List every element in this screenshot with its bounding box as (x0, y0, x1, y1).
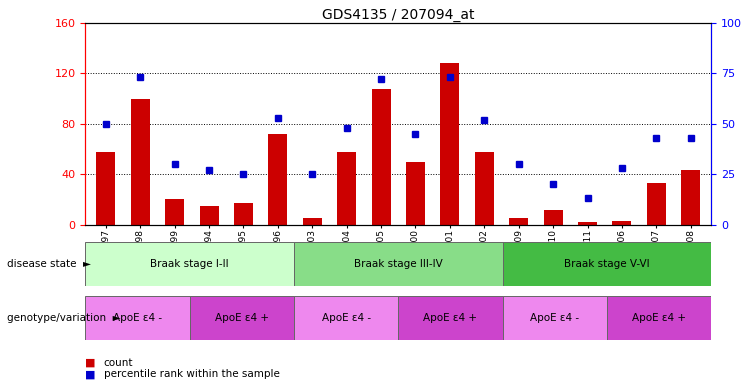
Text: Braak stage V-VI: Braak stage V-VI (564, 259, 650, 269)
Bar (647, 183, 665, 225)
Text: genotype/variation  ►: genotype/variation ► (7, 313, 121, 323)
Text: ApoE ε4 +: ApoE ε4 + (632, 313, 686, 323)
Bar (440, 63, 459, 225)
Text: ■: ■ (85, 358, 96, 368)
Bar (294, 242, 502, 286)
Text: ApoE ε4 -: ApoE ε4 - (322, 313, 370, 323)
Text: count: count (104, 358, 133, 368)
Text: Braak stage I-II: Braak stage I-II (150, 259, 229, 269)
Bar (502, 296, 607, 340)
Bar (502, 242, 711, 286)
Bar (234, 203, 253, 225)
Text: ApoE ε4 -: ApoE ε4 - (113, 313, 162, 323)
Bar (131, 99, 150, 225)
Bar (337, 152, 356, 225)
Bar (190, 296, 294, 340)
Bar (399, 296, 502, 340)
Text: ApoE ε4 +: ApoE ε4 + (215, 313, 269, 323)
Bar (681, 170, 700, 225)
Bar (613, 221, 631, 225)
Text: percentile rank within the sample: percentile rank within the sample (104, 369, 279, 379)
Text: ApoE ε4 +: ApoE ε4 + (423, 313, 477, 323)
Bar (607, 296, 711, 340)
Bar (96, 152, 116, 225)
Bar (303, 218, 322, 225)
Bar (406, 162, 425, 225)
Text: Braak stage III-IV: Braak stage III-IV (354, 259, 442, 269)
Title: GDS4135 / 207094_at: GDS4135 / 207094_at (322, 8, 474, 22)
Bar (85, 242, 294, 286)
Bar (165, 199, 184, 225)
Bar (475, 152, 494, 225)
Bar (372, 89, 391, 225)
Bar (199, 206, 219, 225)
Text: ApoE ε4 -: ApoE ε4 - (531, 313, 579, 323)
Bar (268, 134, 288, 225)
Bar (85, 296, 190, 340)
Bar (294, 296, 398, 340)
Text: ■: ■ (85, 369, 96, 379)
Bar (544, 210, 562, 225)
Bar (509, 218, 528, 225)
Text: disease state  ►: disease state ► (7, 259, 91, 269)
Bar (578, 222, 597, 225)
